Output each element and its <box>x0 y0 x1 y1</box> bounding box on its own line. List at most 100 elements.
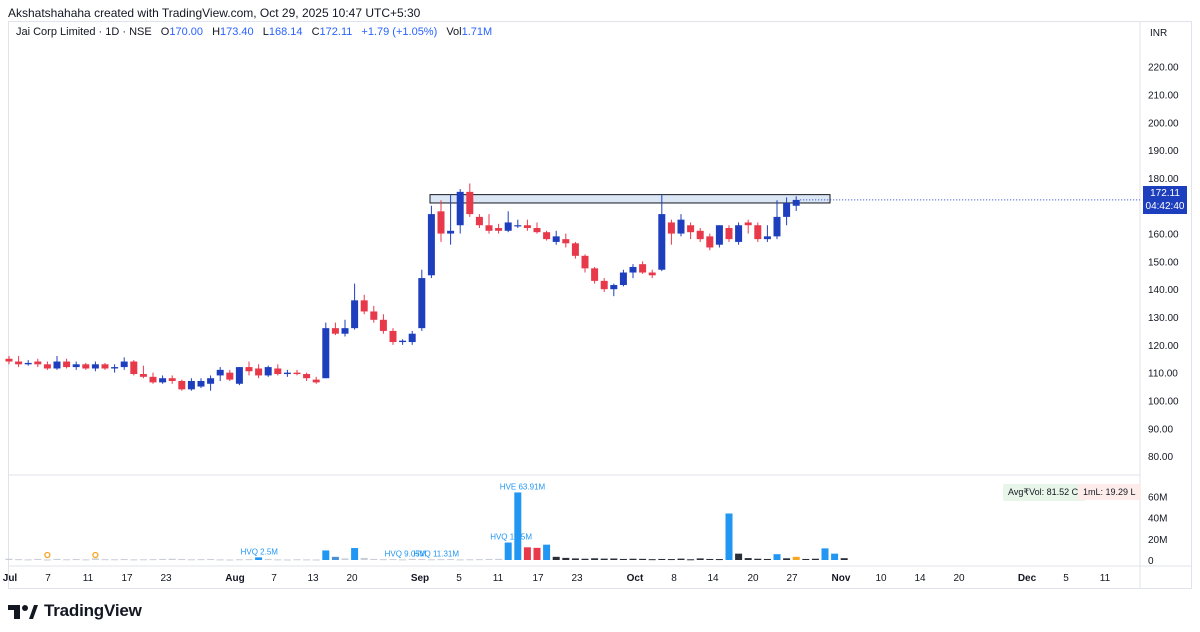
candle-body[interactable] <box>667 222 675 234</box>
candle-body[interactable] <box>466 191 474 215</box>
candle-body[interactable] <box>216 369 224 376</box>
candle-body[interactable] <box>139 374 147 377</box>
candle-body[interactable] <box>658 214 666 270</box>
candle-body[interactable] <box>514 225 522 227</box>
candle-body[interactable] <box>255 368 263 376</box>
candle-body[interactable] <box>101 364 109 369</box>
candle-body[interactable] <box>322 328 330 379</box>
candle-body[interactable] <box>130 361 138 375</box>
candle-body[interactable] <box>591 268 599 281</box>
candle-body[interactable] <box>504 222 512 231</box>
candle-body[interactable] <box>5 358 13 362</box>
candle-body[interactable] <box>53 361 61 369</box>
candle-body[interactable] <box>437 211 445 234</box>
candle-body[interactable] <box>763 236 771 240</box>
symbol-name[interactable]: Jai Corp Limited · 1D · NSE <box>16 26 152 38</box>
volume-bar <box>591 558 599 560</box>
candle-body[interactable] <box>735 225 743 242</box>
chart-frame <box>8 21 1192 589</box>
tradingview-logo-icon <box>8 605 38 619</box>
candle-body[interactable] <box>149 376 157 383</box>
candle-body[interactable] <box>264 367 272 376</box>
candle-body[interactable] <box>696 230 704 240</box>
candle-body[interactable] <box>725 228 733 240</box>
candle-body[interactable] <box>274 368 282 375</box>
candle-body[interactable] <box>523 225 531 229</box>
candle-body[interactable] <box>293 372 301 375</box>
candle-body[interactable] <box>341 328 349 334</box>
candle-body[interactable] <box>370 311 378 320</box>
candle-body[interactable] <box>706 236 714 248</box>
candle-body[interactable] <box>245 367 253 372</box>
candle-body[interactable] <box>178 380 186 390</box>
candle-body[interactable] <box>351 300 359 329</box>
candle-body[interactable] <box>418 278 426 329</box>
candle-body[interactable] <box>389 330 397 343</box>
volume-annotation: HVQ 16.5M <box>490 533 532 542</box>
candle-body[interactable] <box>235 367 243 384</box>
candle-body[interactable] <box>485 225 493 231</box>
volume-bar <box>504 542 512 560</box>
candle-body[interactable] <box>24 362 32 365</box>
time-axis-label: Jul <box>3 573 18 584</box>
candle-body[interactable] <box>82 364 90 369</box>
candle-body[interactable] <box>610 285 618 290</box>
candle-body[interactable] <box>783 202 791 217</box>
candle-body[interactable] <box>744 222 752 226</box>
candle-body[interactable] <box>792 199 800 206</box>
candle-body[interactable] <box>91 364 99 369</box>
volume-bar <box>802 558 810 560</box>
candle-body[interactable] <box>562 239 570 244</box>
candle-body[interactable] <box>629 266 637 273</box>
candle-body[interactable] <box>159 378 167 383</box>
candle-body[interactable] <box>427 214 435 276</box>
resistance-zone[interactable] <box>429 194 831 204</box>
candle-body[interactable] <box>111 367 119 369</box>
volume-bar <box>811 558 819 560</box>
candle-body[interactable] <box>226 372 234 380</box>
candle-body[interactable] <box>120 361 128 368</box>
candle-body[interactable] <box>168 378 176 381</box>
bar-countdown: 04:42:40 <box>1145 201 1185 212</box>
candle-body[interactable] <box>677 219 685 234</box>
candle-body[interactable] <box>303 374 311 379</box>
candle-body[interactable] <box>312 379 320 383</box>
candle-body[interactable] <box>34 361 42 365</box>
candle-body[interactable] <box>197 380 205 387</box>
candle-body[interactable] <box>581 255 589 269</box>
candle-body[interactable] <box>379 319 387 331</box>
candle-body[interactable] <box>408 333 416 343</box>
candle-body[interactable] <box>754 225 762 240</box>
candle-body[interactable] <box>360 300 368 312</box>
candle-body[interactable] <box>283 372 291 375</box>
candle-body[interactable] <box>687 225 695 233</box>
candle-body[interactable] <box>639 264 647 273</box>
candle-body[interactable] <box>331 328 339 334</box>
candle-body[interactable] <box>456 191 464 226</box>
candle-body[interactable] <box>552 236 560 242</box>
candle-body[interactable] <box>187 380 195 390</box>
candle-body[interactable] <box>63 361 71 368</box>
candle-body[interactable] <box>715 225 723 245</box>
tradingview-logo[interactable]: TradingView <box>8 600 142 622</box>
candle-body[interactable] <box>43 364 51 369</box>
candle-body[interactable] <box>447 230 455 234</box>
volume-tick-label: 20M <box>1148 535 1167 546</box>
candle-body[interactable] <box>399 340 407 343</box>
candle-body[interactable] <box>571 243 579 256</box>
candle-body[interactable] <box>619 272 627 286</box>
candle-body[interactable] <box>15 361 23 365</box>
candle-body[interactable] <box>207 378 215 384</box>
volume-bar <box>543 544 551 560</box>
candle-body[interactable] <box>648 272 656 276</box>
time-axis-label: 5 <box>456 573 462 584</box>
candle-body[interactable] <box>533 228 541 233</box>
candle-body[interactable] <box>600 280 608 290</box>
candle-body[interactable] <box>543 232 551 240</box>
volume-bar <box>341 558 349 560</box>
candle-body[interactable] <box>475 216 483 226</box>
candle-body[interactable] <box>773 216 781 237</box>
candle-body[interactable] <box>72 364 80 368</box>
candle-body[interactable] <box>495 228 503 231</box>
